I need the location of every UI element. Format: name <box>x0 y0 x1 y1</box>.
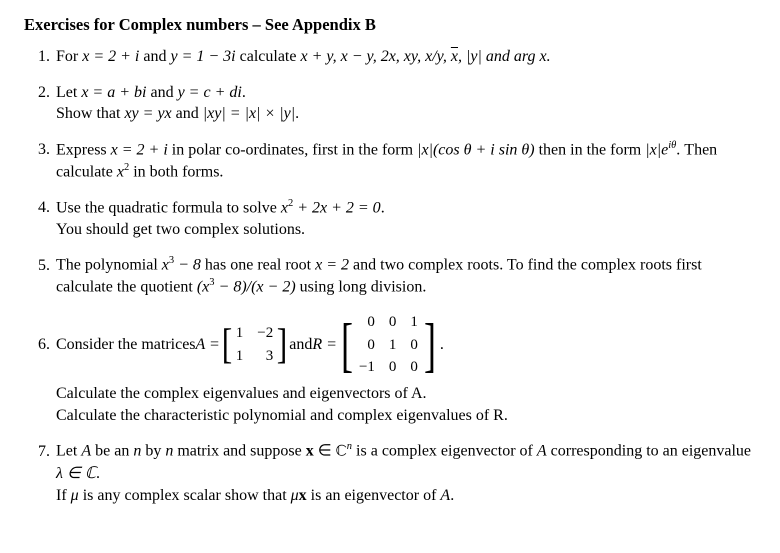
exercise-page: Exercises for Complex numbers – See Appe… <box>0 0 780 534</box>
math: |x|e <box>645 141 668 158</box>
text: is an eigenvector of <box>307 487 441 504</box>
math: x <box>281 199 288 216</box>
math: A <box>537 443 547 460</box>
exercise-1: For x = 2 + i and y = 1 − 3i calculate x… <box>54 46 756 68</box>
cell: 1 <box>389 335 397 355</box>
text: in polar co-ordinates, first in the form <box>168 141 417 158</box>
matrix-line: Consider the matrices A = [ 1 −2 1 3 ] a… <box>56 312 756 377</box>
text: be an <box>91 443 133 460</box>
cell: 1 <box>236 323 244 343</box>
text: . <box>96 465 100 482</box>
math: − 8 <box>174 257 201 274</box>
math: x = a + bi <box>81 84 146 101</box>
math: x + y, x − y, 2x, xy, x/y, <box>300 48 450 65</box>
exercise-3: Express x = 2 + i in polar co-ordinates,… <box>54 139 756 183</box>
text: is any complex scalar show that <box>79 487 291 504</box>
set-C: ℂ <box>336 444 347 460</box>
math: x <box>162 257 169 274</box>
text: For <box>56 48 82 65</box>
exercise-4: Use the quadratic formula to solve x2 + … <box>54 197 756 241</box>
text: Show that <box>56 105 124 122</box>
text: . <box>381 199 385 216</box>
math: − 8)/(x − 2) <box>215 279 296 296</box>
math: y = 1 − 3i <box>170 48 235 65</box>
bracket-icon: ] <box>424 315 436 375</box>
matrix-R: [ 0 0 1 0 1 0 −1 0 0 ] <box>337 312 440 377</box>
vector-x: x <box>306 443 314 460</box>
text: If <box>56 487 71 504</box>
cell: 0 <box>389 357 397 377</box>
text: and <box>289 334 312 356</box>
text: Calculate the characteristic polynomial … <box>56 407 508 424</box>
text: . <box>450 487 454 504</box>
page-title: Exercises for Complex numbers – See Appe… <box>24 14 756 36</box>
math: A <box>81 443 91 460</box>
cell: −1 <box>359 357 375 377</box>
math: + 2x + 2 = 0 <box>293 199 381 216</box>
math: R = <box>312 334 337 356</box>
cell: 1 <box>410 312 418 332</box>
text: Use the quadratic formula to solve <box>56 199 281 216</box>
text: Express <box>56 141 111 158</box>
math: x = 2 + i <box>111 141 168 158</box>
text: then in the form <box>535 141 646 158</box>
bracket-icon: [ <box>341 315 353 375</box>
exercise-list: For x = 2 + i and y = 1 − 3i calculate x… <box>24 46 756 506</box>
cell: 0 <box>359 312 375 332</box>
text: using long division. <box>296 279 427 296</box>
math: (x <box>197 279 209 296</box>
math: A <box>440 487 450 504</box>
text: . <box>242 84 246 101</box>
exercise-7: Let A be an n by n matrix and suppose x … <box>54 440 756 506</box>
cell: 3 <box>257 346 273 366</box>
cell: 0 <box>410 335 418 355</box>
text: calculate <box>236 48 301 65</box>
text: by <box>141 443 165 460</box>
text: Let <box>56 84 81 101</box>
math: , |y| and arg x. <box>458 48 551 65</box>
cell: 0 <box>410 357 418 377</box>
text: You should get two complex solutions. <box>56 221 305 238</box>
cell: 0 <box>389 312 397 332</box>
matrix-A: [ 1 −2 1 3 ] <box>220 319 289 371</box>
text: matrix and suppose <box>173 443 305 460</box>
text: Calculate the complex eigenvalues and ei… <box>56 385 427 402</box>
bracket-icon: [ <box>222 319 233 371</box>
text: The polynomial <box>56 257 162 274</box>
text: . <box>295 105 299 122</box>
text: and <box>146 84 177 101</box>
cell: 1 <box>236 346 244 366</box>
text: corresponding to an eigenvalue <box>547 443 751 460</box>
exercise-5: The polynomial x3 − 8 has one real root … <box>54 254 756 298</box>
exercise-6: Consider the matrices A = [ 1 −2 1 3 ] a… <box>54 312 756 426</box>
math: μ <box>71 487 79 504</box>
math: μ <box>291 487 299 504</box>
cell: 0 <box>359 335 375 355</box>
math: xy = yx <box>124 105 171 122</box>
math: |xy| = |x| × |y| <box>203 105 295 122</box>
x-bar: x <box>451 48 458 65</box>
bracket-icon: ] <box>277 319 288 371</box>
vector-x: x <box>299 487 307 504</box>
text: and <box>139 48 170 65</box>
exercise-2: Let x = a + bi and y = c + di. Show that… <box>54 82 756 125</box>
math: |x|(cos θ + i sin θ) <box>417 141 535 158</box>
matrix-R-cells: 0 0 1 0 1 0 −1 0 0 <box>359 312 418 377</box>
text: . <box>440 334 444 356</box>
math: x = 2 <box>315 257 349 274</box>
math: A = <box>196 334 220 356</box>
text: Let <box>56 443 81 460</box>
text: and <box>172 105 203 122</box>
text: is a complex eigenvector of <box>352 443 537 460</box>
math: x = 2 + i <box>82 48 139 65</box>
math: λ ∈ ℂ <box>56 465 96 482</box>
cell: −2 <box>257 323 273 343</box>
text: ∈ <box>314 443 336 460</box>
text: in both forms. <box>129 163 223 180</box>
matrix-A-cells: 1 −2 1 3 <box>236 323 273 366</box>
text: has one real root <box>201 257 315 274</box>
math: x <box>117 163 124 180</box>
math: y = c + di <box>178 84 242 101</box>
text: Consider the matrices <box>56 334 196 356</box>
